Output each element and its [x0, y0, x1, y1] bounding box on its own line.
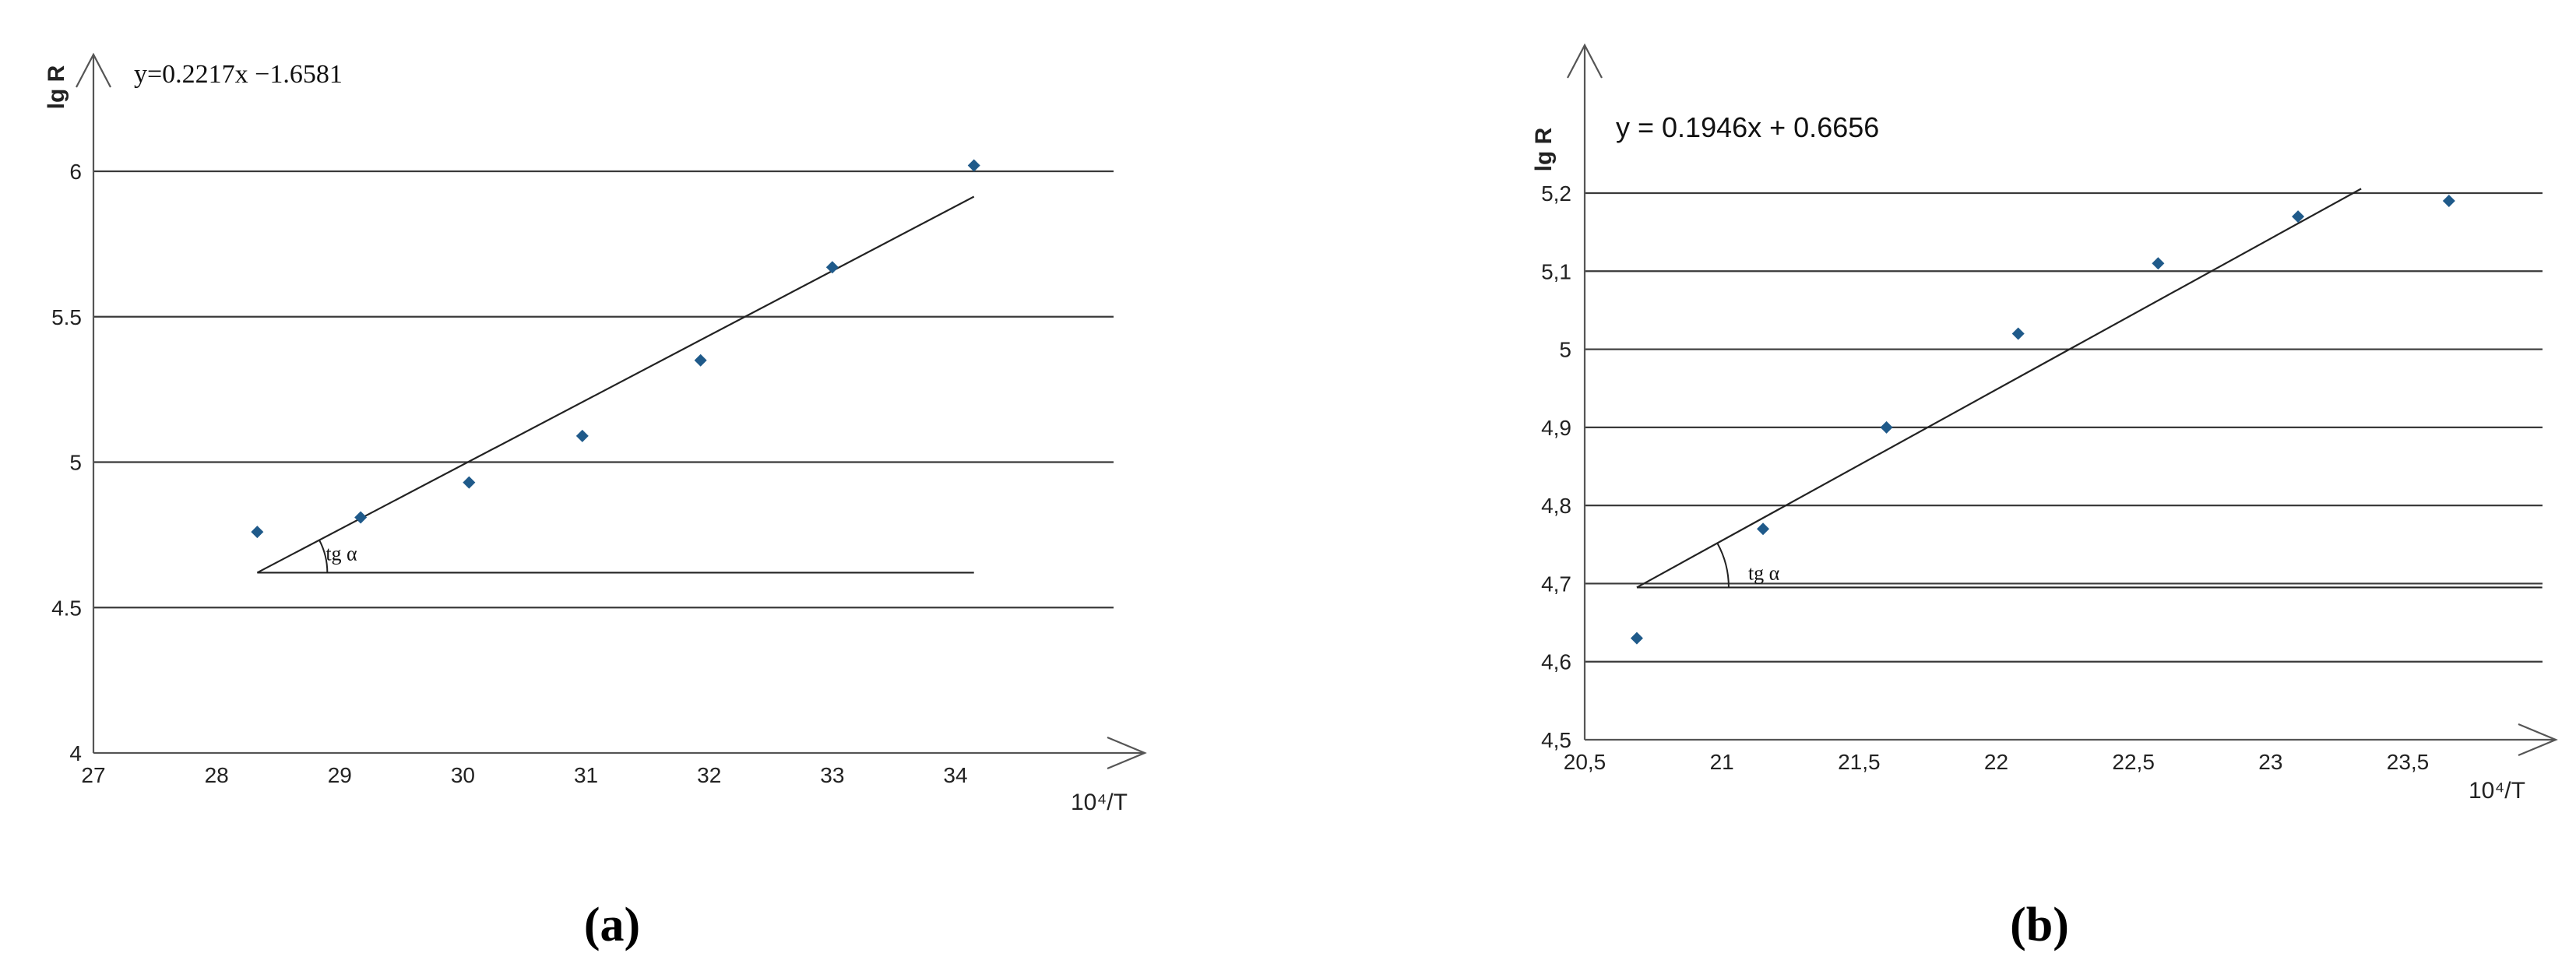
trend-line [256, 195, 975, 574]
x-axis-label: 10⁴/T [1071, 790, 1128, 815]
data-point [2011, 327, 2025, 340]
data-point [1630, 631, 1643, 645]
x-tick-label: 29 [328, 763, 352, 787]
data-point [575, 429, 589, 442]
y-tick-label: 4 [69, 741, 82, 765]
x-tick-label: 30 [451, 763, 475, 787]
data-point [2292, 210, 2305, 223]
x-axis-arrow [1107, 736, 1147, 770]
x-tick-label: 31 [574, 763, 598, 787]
y-axis-label: lg R [1531, 127, 1557, 171]
data-point [825, 261, 839, 274]
chart-panel-b: 20,5 21 21,5 22 22,5 23 23,5 4,5 4,6 4,7 4,8 4,9 5 5,… [1531, 43, 2558, 952]
x-tick-label: 34 [943, 763, 967, 787]
y-tick-label: 4,9 [1541, 416, 1571, 440]
data-point [2442, 195, 2455, 208]
y-tick-label: 4,6 [1541, 650, 1571, 674]
y-tick-label: 5 [1559, 338, 1571, 362]
data-point [1757, 522, 1770, 536]
x-tick-label: 21,5 [1838, 750, 1881, 774]
y-tick-label: 4,7 [1541, 572, 1571, 596]
data-point [694, 354, 707, 367]
y-axis-label: lg R [44, 65, 69, 109]
y-tick-label: 5,2 [1541, 181, 1571, 206]
y-tick-label: 5 [69, 451, 82, 475]
y-axis-arrow [76, 52, 111, 88]
data-point [967, 159, 980, 172]
angle-arc [1716, 543, 1730, 588]
regression-equation: y = 0.1946x + 0.6656 [1616, 111, 1879, 143]
x-tick-label: 33 [820, 763, 844, 787]
x-tick-label: 21 [1710, 750, 1734, 774]
angle-arc [318, 540, 329, 573]
x-axis-label: 10⁴/T [2469, 778, 2525, 804]
x-tick-label: 28 [205, 763, 229, 787]
x-tick-label: 22,5 [2112, 750, 2155, 774]
x-tick-label: 32 [697, 763, 721, 787]
y-tick-label: 4,5 [1541, 728, 1571, 752]
x-tick-label: 27 [81, 763, 105, 787]
y-axis-arrow [1567, 43, 1603, 79]
data-point [463, 476, 476, 489]
panel-label: (b) [2010, 899, 2069, 952]
data-point [251, 526, 264, 539]
y-tick-label: 6 [69, 160, 82, 184]
x-axis-arrow [2518, 723, 2558, 757]
y-tick-label: 5.5 [51, 305, 82, 329]
x-tick-label: 23,5 [2387, 750, 2430, 774]
y-tick-label: 5,1 [1541, 259, 1571, 283]
panel-label: (a) [584, 899, 640, 952]
angle-label: tg α [1748, 561, 1780, 584]
regression-equation: y=0.2217x −1.6581 [134, 60, 343, 89]
data-point [2152, 257, 2165, 270]
y-tick-label: 4,8 [1541, 494, 1571, 518]
data-point [354, 511, 368, 524]
y-tick-label: 4.5 [51, 596, 82, 620]
x-tick-label: 23 [2258, 750, 2282, 774]
data-point [1880, 420, 1893, 434]
angle-label: tg α [326, 542, 357, 565]
x-tick-label: 20,5 [1564, 750, 1606, 774]
trend-line [1636, 188, 2362, 589]
chart-panel-a: 27 28 29 30 31 32 33 34 4 4.5 5 5.5 6 lg R 10⁴/T y=0.22… [44, 52, 1147, 952]
x-tick-label: 22 [1984, 750, 2008, 774]
